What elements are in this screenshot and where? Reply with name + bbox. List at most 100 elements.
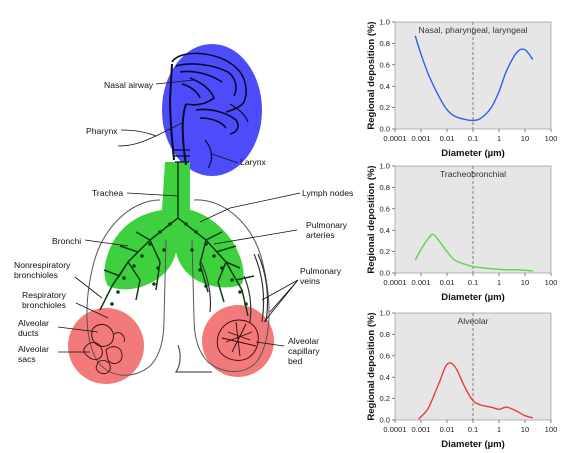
label-trachea: Trachea <box>92 188 123 198</box>
series-line <box>414 233 533 272</box>
pulmonary-vessels <box>199 253 269 323</box>
y-tick-label: 1.0 <box>379 18 390 27</box>
y-tick-label: 0.2 <box>379 394 390 403</box>
y-tick-label: 0.8 <box>379 183 390 192</box>
x-tick-label: 0.1 <box>468 134 479 143</box>
lymph-node-dot <box>156 266 160 270</box>
x-tick-label: 100 <box>545 134 558 143</box>
lymph-node-dot <box>194 230 198 234</box>
label-pulmonary-arteries: Pulmonary arteries <box>306 220 348 240</box>
lymph-node-dot <box>244 302 248 306</box>
lymph-node-dot <box>212 254 216 258</box>
y-axis-label: Regional deposition (%) <box>366 21 377 129</box>
y-tick-label: 0.2 <box>379 103 390 112</box>
y-tick-label: 0.8 <box>379 39 390 48</box>
x-tick-label: 0.0001 <box>383 134 406 143</box>
chart-title: Alveolar <box>457 316 488 326</box>
label-pharynx: Pharynx <box>86 126 118 136</box>
chart-title: Nasal, pharyngeal, laryngeal <box>419 25 528 35</box>
lymph-node-dot <box>168 222 172 226</box>
lymph-node-dot <box>148 242 152 246</box>
x-tick-label: 1 <box>497 278 501 287</box>
chart-panel-1: 0.0 0.2 0.4 0.6 0.8 1.0 0.0001 0.001 0.01 0.1 1 10 1… <box>366 18 557 159</box>
lymph-node-dot <box>152 282 156 286</box>
lymph-node-dot <box>204 242 208 246</box>
x-tick-label: 10 <box>521 278 529 287</box>
lymph-node-dot <box>230 278 234 282</box>
y-tick-label: 0.2 <box>379 247 390 256</box>
y-axis-label: Regional deposition (%) <box>366 165 377 273</box>
label-nasal-airway: Nasal airway <box>104 80 154 90</box>
y-tick-label: 0.0 <box>379 125 390 134</box>
x-tick-label: 0.0001 <box>383 425 406 434</box>
lymph-node-dots <box>110 222 248 306</box>
lungs-outline <box>86 199 270 376</box>
x-tick-label: 1 <box>497 134 501 143</box>
lymph-node-dot <box>204 284 208 288</box>
deposition-charts: 0.00.20.40.60.81.00.0001 0.001 0.01 0.1 1 10 1… <box>366 18 557 450</box>
x-tick-label: 0.1 <box>468 278 479 287</box>
y-tick-label: 0.8 <box>379 330 390 339</box>
anatomy-diagram: Nasal airway Pharynx Larynx Trachea Lymp… <box>14 44 353 384</box>
series-line <box>414 35 534 122</box>
x-tick-label: 0.1 <box>468 425 479 434</box>
x-tick-label: 0.0001 <box>383 278 406 287</box>
y-tick-label: 0.4 <box>379 226 390 235</box>
y-tick-label: 0.4 <box>379 82 390 91</box>
lymph-node-dot <box>140 254 144 258</box>
label-lymph-nodes: Lymph nodes <box>302 188 353 198</box>
lymph-node-dot <box>162 248 166 252</box>
label-pulmonary-veins: Pulmonary veins <box>300 266 342 286</box>
y-tick-label: 1.0 <box>379 162 390 171</box>
lymph-node-dot <box>198 268 202 272</box>
chart-title: Tracheobronchial <box>440 169 506 179</box>
head-airway-drawing <box>168 52 249 169</box>
y-tick-label: 1.0 <box>379 309 390 318</box>
y-tick-label: 0.6 <box>379 351 390 360</box>
x-tick-label: 0.01 <box>440 425 455 434</box>
x-tick-label: 0.001 <box>411 278 430 287</box>
label-nonrespiratory-bronchioles: Nonrespiratory bronchioles <box>14 260 71 280</box>
x-tick-label: 0.01 <box>440 134 455 143</box>
x-tick-label: 100 <box>545 425 558 434</box>
label-alveolar-capillary-bed: Alveolar capillary bed <box>288 336 320 366</box>
lymph-node-dot <box>238 290 242 294</box>
label-alveolar-sacs: Alveolar sacs <box>18 344 49 364</box>
tracheobronchial-region-highlight <box>104 162 244 290</box>
x-tick-label: 0.001 <box>411 134 430 143</box>
lymph-node-dot <box>220 266 224 270</box>
lymph-node-dot <box>184 222 188 226</box>
series-line <box>418 362 534 420</box>
label-alveolar-ducts: Alveolar ducts <box>18 318 49 338</box>
chart-panel-3: 0.0 0.2 0.4 0.6 0.8 1.0 0.0001 0.001 0.01 0.1 1 10 1… <box>366 309 557 450</box>
label-respiratory-bronchioles: Respiratory bronchioles <box>22 290 67 310</box>
leader-lines <box>57 79 301 353</box>
lymph-node-dot <box>158 230 162 234</box>
label-larynx: Larynx <box>240 157 266 167</box>
y-tick-label: 0.4 <box>379 373 390 382</box>
y-axis-label: Regional deposition (%) <box>366 312 377 420</box>
y-tick-label: 0.0 <box>379 416 390 425</box>
x-tick-label: 10 <box>521 425 529 434</box>
lymph-node-dot <box>110 302 114 306</box>
lymph-node-dot <box>132 264 136 268</box>
anatomy-labels: Nasal airway Pharynx Larynx Trachea Lymp… <box>14 80 353 366</box>
x-axis-label: Diameter (µm) <box>441 292 505 303</box>
chart-panel-2: 0.0 0.2 0.4 0.6 0.8 1.0 0.0001 0.001 0.01 0.1 1 10 1… <box>366 162 557 303</box>
x-axis-label: Diameter (µm) <box>441 439 505 450</box>
lymph-node-dot <box>116 290 120 294</box>
x-tick-label: 0.01 <box>440 278 455 287</box>
y-tick-label: 0.6 <box>379 204 390 213</box>
label-bronchi: Bronchi <box>52 236 81 246</box>
x-tick-label: 1 <box>497 425 501 434</box>
y-tick-label: 0.0 <box>379 269 390 278</box>
lymph-node-dot <box>122 276 126 280</box>
x-tick-label: 100 <box>545 278 558 287</box>
x-tick-label: 10 <box>521 134 529 143</box>
x-axis-label: Diameter (µm) <box>441 148 505 159</box>
x-tick-label: 0.001 <box>411 425 430 434</box>
y-tick-label: 0.6 <box>379 60 390 69</box>
lymph-node-dot <box>190 248 194 252</box>
capillary-bed-drawing <box>216 319 259 361</box>
